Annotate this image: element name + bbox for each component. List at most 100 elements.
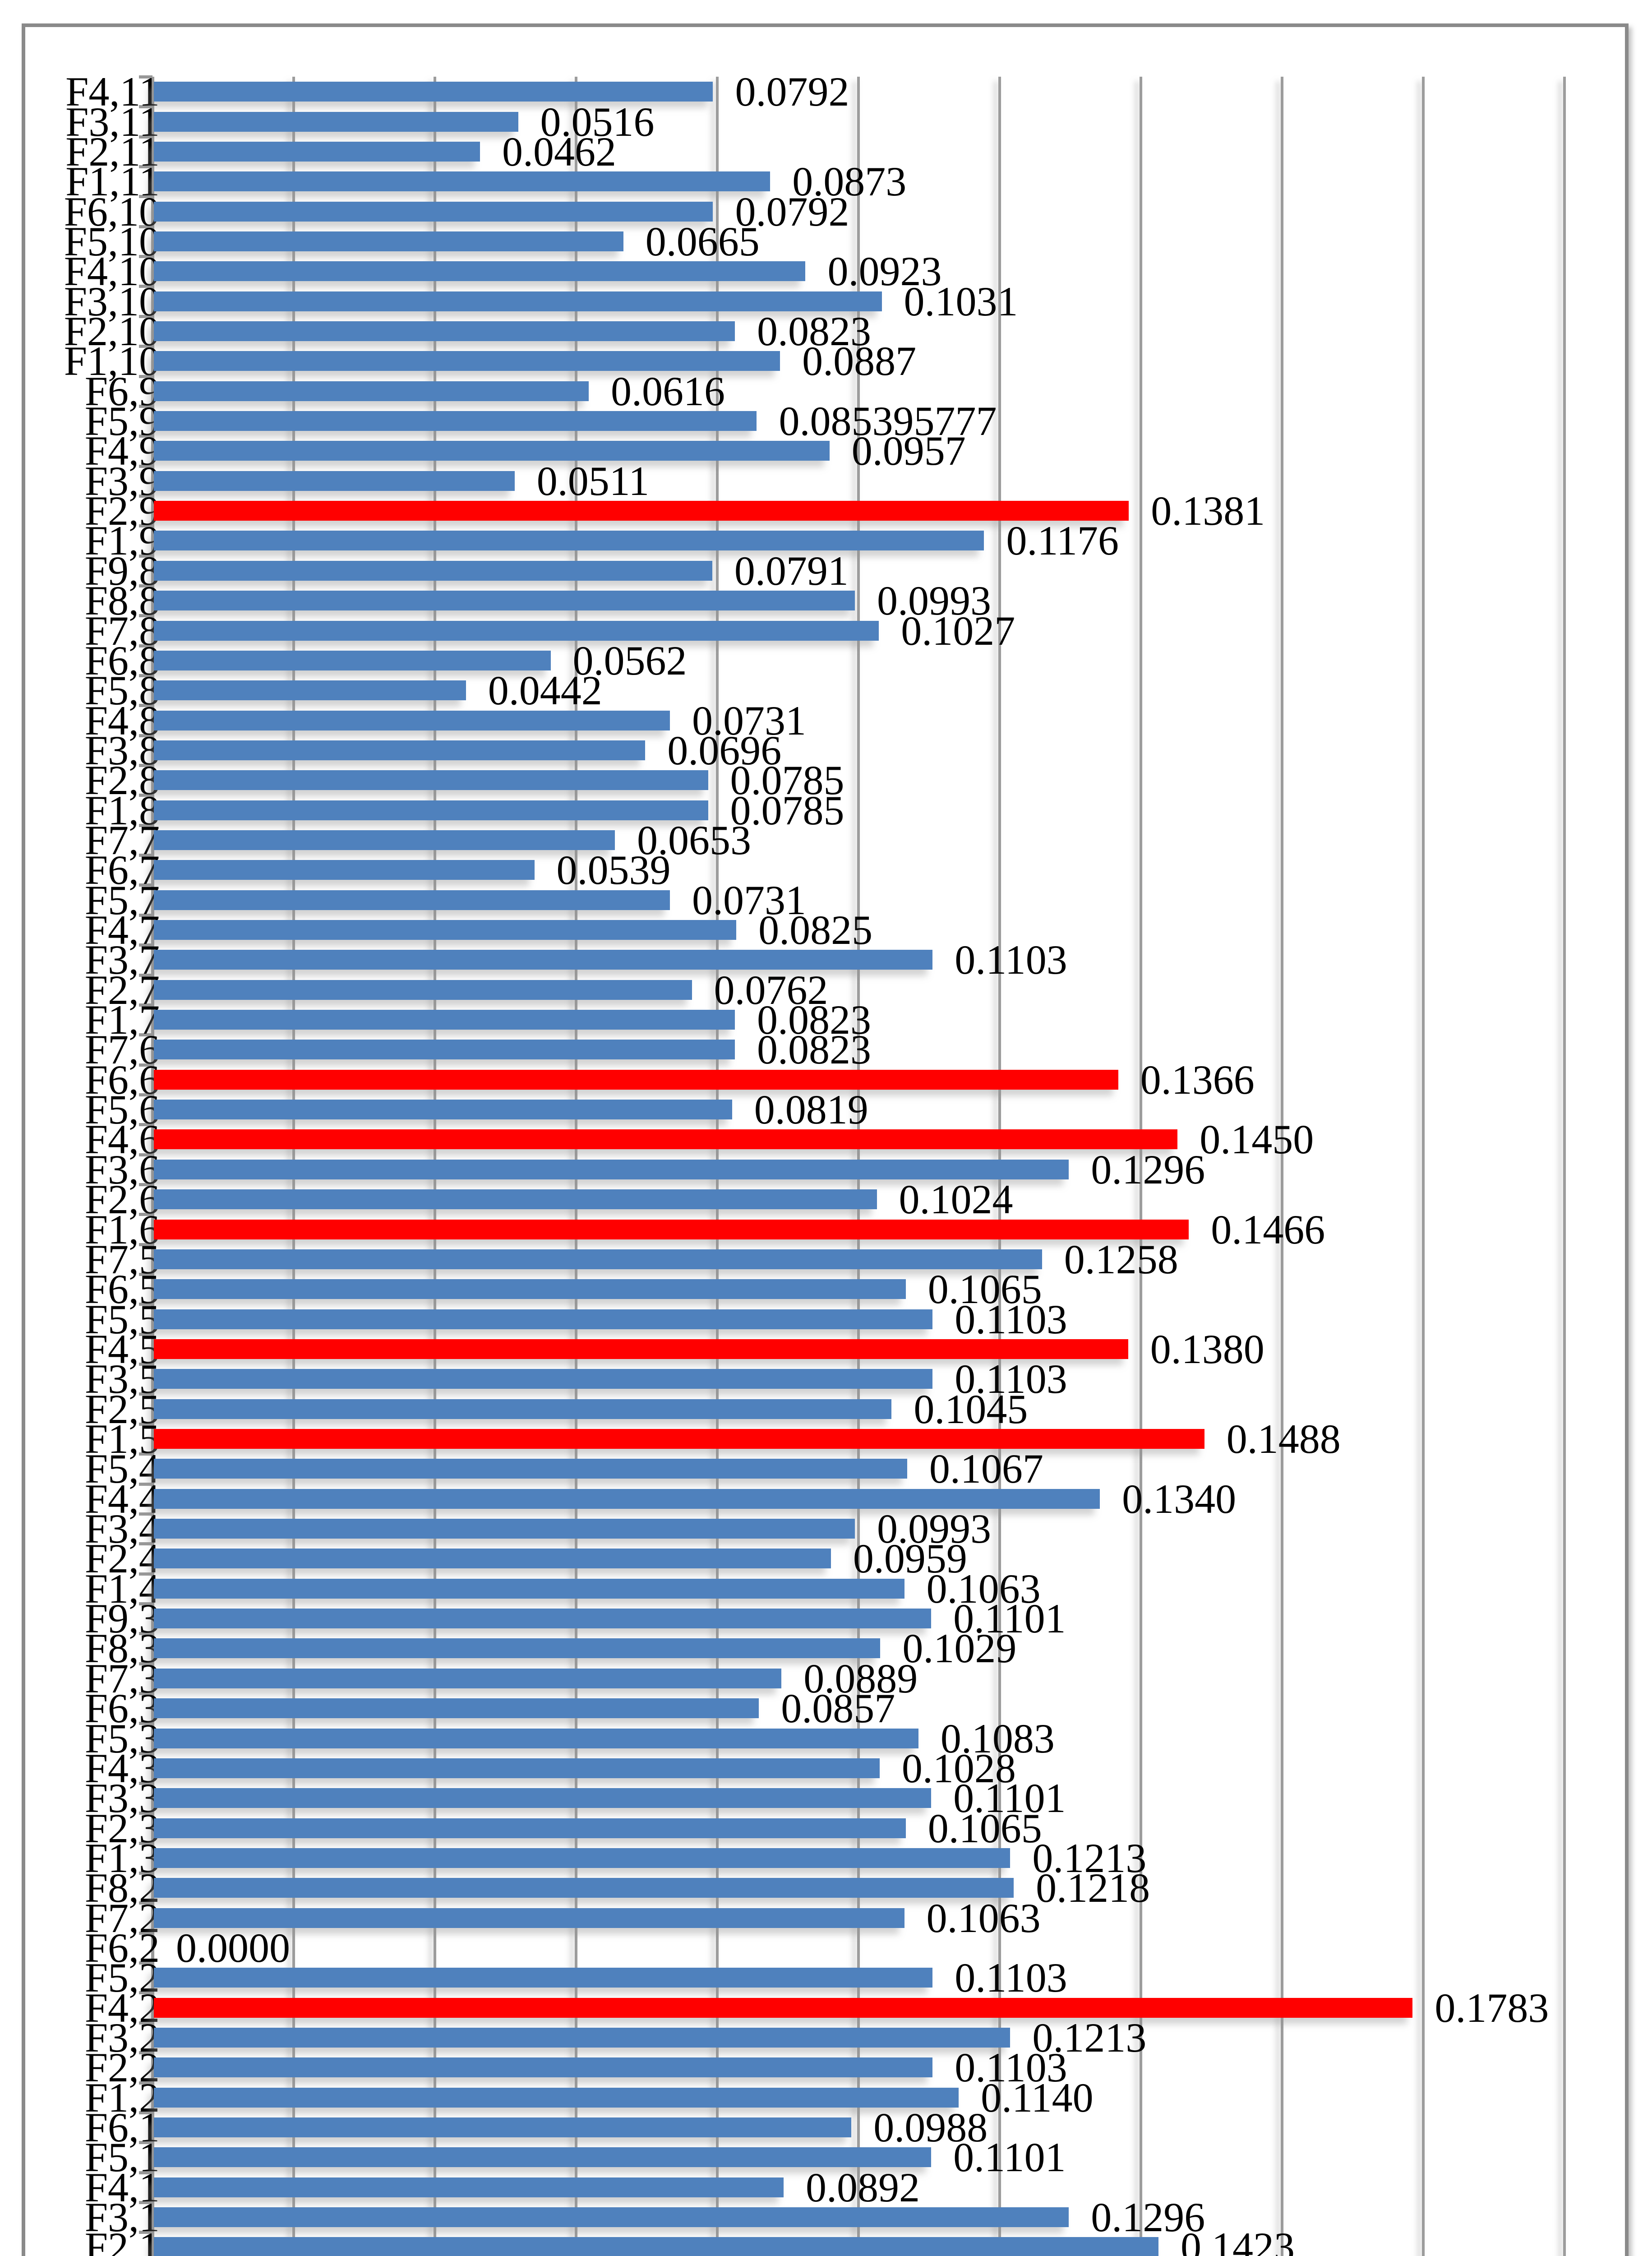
bar-value-label: 0.0819 <box>754 1086 868 1133</box>
category-label: F4,10 <box>64 248 160 295</box>
category-axis-tick <box>139 584 152 587</box>
category-axis-tick <box>139 1632 152 1636</box>
bar <box>154 1489 1100 1509</box>
category-axis-tick <box>139 943 152 947</box>
bar <box>154 2147 932 2168</box>
bar <box>154 231 623 251</box>
bar-value-label: 0.1423 <box>1180 2224 1295 2256</box>
category-axis-tick <box>139 734 152 737</box>
bar <box>154 591 855 611</box>
category-label: F4,5 <box>84 1326 160 1372</box>
bar-value-label: 0.0959 <box>853 1535 967 1582</box>
category-label: F1,4 <box>84 1565 160 1612</box>
category-label: F7,7 <box>84 817 160 863</box>
category-label: F1,2 <box>84 2074 160 2121</box>
bar-highlighted <box>154 1129 1178 1150</box>
bar-value-label: 0.1103 <box>955 1955 1067 2001</box>
category-axis-tick <box>139 165 152 169</box>
bar-value-label: 0.0791 <box>734 547 849 594</box>
bar-value-label: 0.0993 <box>877 578 992 624</box>
bar <box>154 321 735 341</box>
bar <box>154 860 535 880</box>
bar <box>154 1638 881 1659</box>
category-axis-tick <box>139 1332 152 1336</box>
category-label: F5,8 <box>84 667 160 714</box>
bar-value-label: 0.1045 <box>914 1386 1028 1432</box>
bar <box>154 381 589 401</box>
category-label: F2,8 <box>84 757 160 804</box>
category-label: F3,8 <box>84 727 160 773</box>
bar <box>154 1549 831 1569</box>
category-axis-tick <box>139 1153 152 1156</box>
category-label: F5,1 <box>84 2134 160 2181</box>
bar <box>154 830 615 850</box>
category-label: F3,6 <box>84 1146 160 1193</box>
category-axis-tick <box>139 255 152 259</box>
category-label: F3,3 <box>84 1775 160 1821</box>
category-label: F2,9 <box>84 488 160 534</box>
bar-value-label: 0.0892 <box>805 2164 920 2210</box>
bar <box>154 471 515 491</box>
category-label: F4,2 <box>84 1984 160 2031</box>
category-label: F6,5 <box>84 1266 160 1313</box>
category-axis-tick <box>139 794 152 797</box>
bar-value-label: 0.0988 <box>873 2104 988 2151</box>
bar-value-label: 0.1103 <box>955 1356 1067 1402</box>
bar-value-label: 0.1103 <box>955 2044 1067 2091</box>
bar-value-label: 0.0857 <box>781 1685 895 1732</box>
bar <box>154 620 879 641</box>
category-axis-tick <box>139 75 152 79</box>
bar-value-label: 0.0731 <box>692 877 806 923</box>
bar-value-label: 0.1258 <box>1064 1236 1178 1282</box>
bar-value-label: 0.1450 <box>1200 1116 1314 1163</box>
bar-value-label: 0.0823 <box>757 308 871 354</box>
category-axis-tick <box>139 1931 152 1935</box>
category-axis-tick <box>139 1752 152 1755</box>
category-label: F2,5 <box>84 1386 160 1432</box>
bar-value-label: 0.0511 <box>536 458 650 504</box>
bar <box>154 800 708 820</box>
category-axis-tick <box>139 1572 152 1576</box>
bar-value-label: 0.1140 <box>981 2074 1094 2121</box>
category-axis-tick <box>139 1392 152 1396</box>
category-label: F5,10 <box>64 218 160 264</box>
bar-value-label: 0.1024 <box>899 1176 1013 1223</box>
category-label: F6,8 <box>84 637 160 684</box>
bar <box>154 1578 904 1599</box>
bar <box>154 1878 1014 1898</box>
category-axis-tick <box>139 1033 152 1037</box>
category-label: F3,9 <box>84 458 160 504</box>
bar-highlighted <box>154 1339 1128 1359</box>
bar <box>154 1728 918 1748</box>
bar <box>154 441 830 461</box>
category-axis-tick <box>139 1213 152 1216</box>
category-axis-tick <box>139 1243 152 1246</box>
bar <box>154 1159 1069 1179</box>
vertical-gridline <box>1563 77 1566 2256</box>
bar-value-label: 0.1380 <box>1150 1326 1264 1372</box>
bar-value-label: 0.0442 <box>488 667 602 714</box>
bar <box>154 1369 933 1389</box>
category-label: F3,1 <box>84 2194 160 2241</box>
bar-value-label: 0.1176 <box>1006 518 1119 564</box>
bar-value-label: 0.1067 <box>929 1446 1043 1492</box>
bar-value-label: 0.0539 <box>556 847 671 893</box>
category-label: F2,1 <box>84 2224 160 2256</box>
bar <box>154 1848 1011 1868</box>
category-label: F8,2 <box>84 1865 160 1911</box>
bar-value-label: 0.1028 <box>901 1745 1016 1791</box>
bar-value-label: 0.0792 <box>735 69 849 115</box>
bar-value-label: 0.1031 <box>904 278 1018 324</box>
bar-value-label: 0.1366 <box>1140 1056 1255 1103</box>
bar-value-label: 0.1065 <box>928 1266 1042 1313</box>
category-axis-tick <box>139 2111 152 2114</box>
category-axis-tick <box>139 854 152 857</box>
category-label: F3,5 <box>84 1356 160 1402</box>
bar <box>154 1788 932 1808</box>
category-axis-tick <box>139 1961 152 1965</box>
category-axis-tick <box>139 225 152 228</box>
bar-value-label: 0.0562 <box>572 637 687 684</box>
bar <box>154 560 712 581</box>
bar <box>154 2057 933 2078</box>
bar-value-label: 0.085395777 <box>779 398 997 444</box>
